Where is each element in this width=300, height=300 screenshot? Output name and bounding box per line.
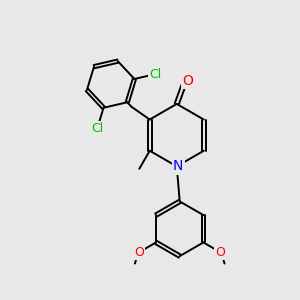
Text: N: N (173, 159, 183, 173)
Text: Cl: Cl (91, 122, 103, 135)
Text: O: O (182, 74, 194, 88)
Text: O: O (216, 246, 226, 259)
Text: Cl: Cl (149, 68, 162, 81)
Text: O: O (134, 246, 144, 259)
